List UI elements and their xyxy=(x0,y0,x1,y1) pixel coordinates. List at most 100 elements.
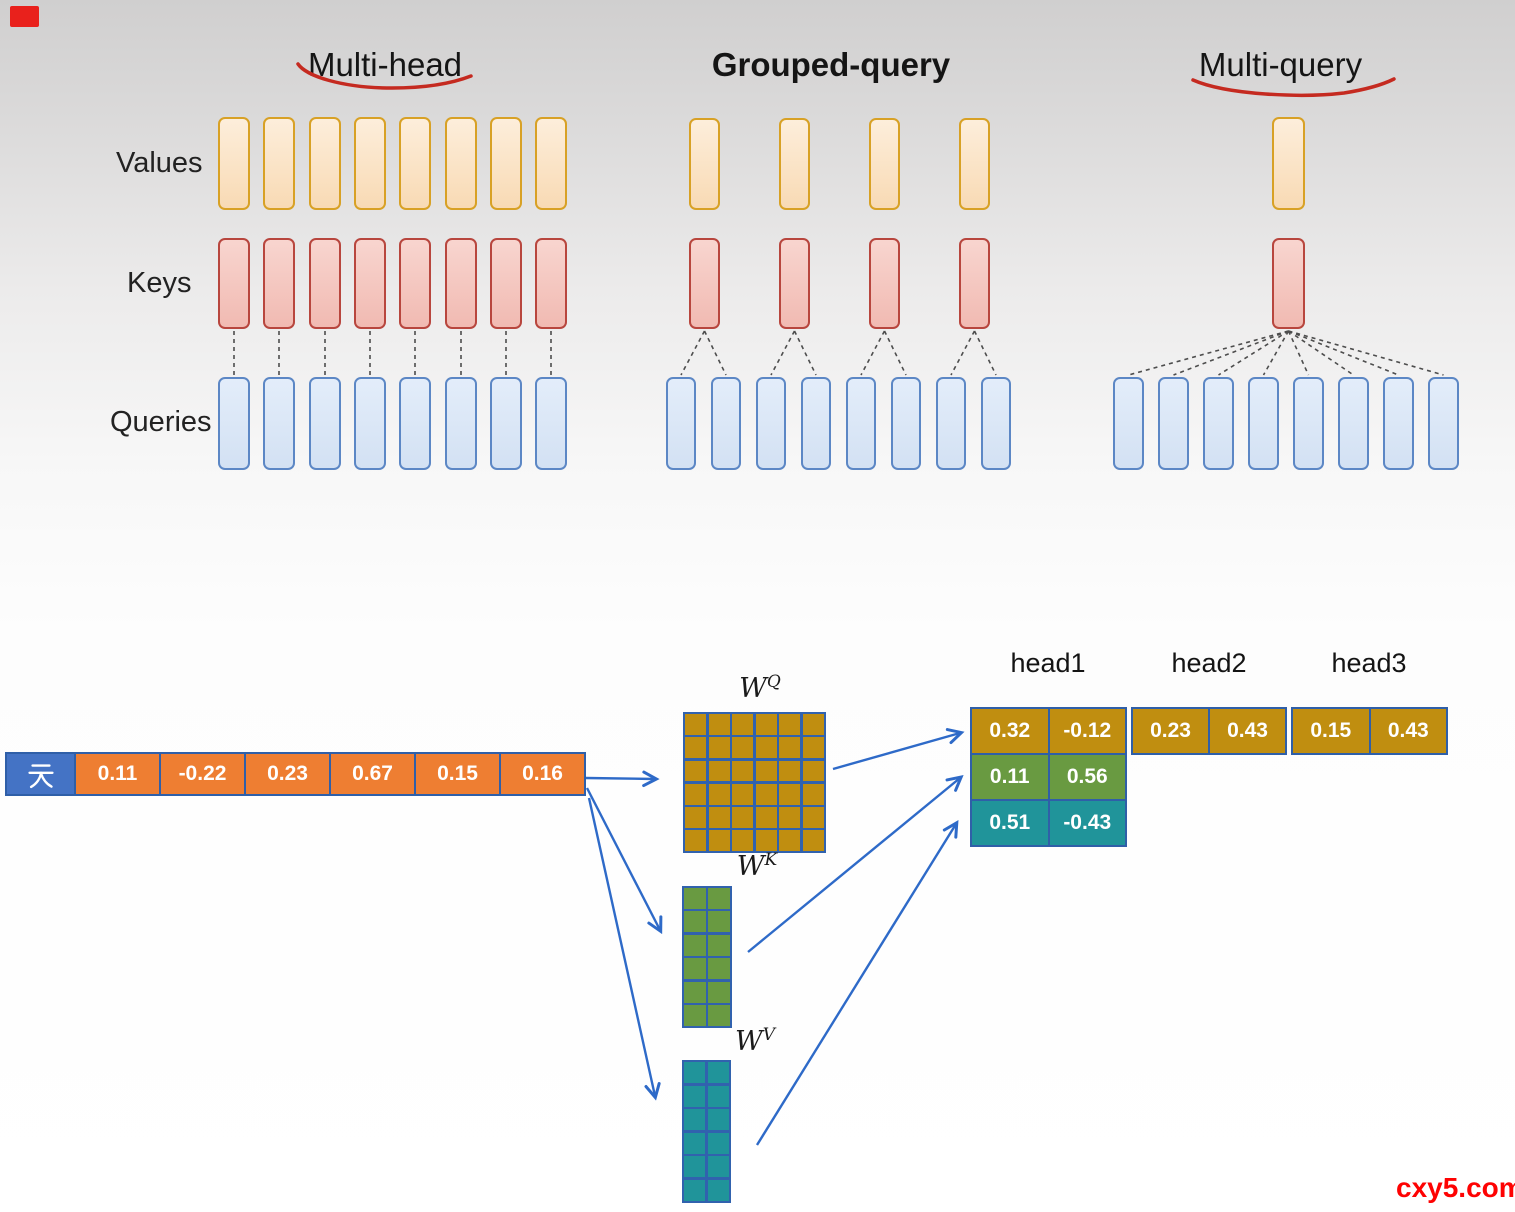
row-label-values: Values xyxy=(116,147,203,179)
matrix-cell xyxy=(802,783,824,805)
query-vector xyxy=(1338,377,1369,470)
matrix-cell xyxy=(684,1085,706,1107)
query-vector xyxy=(1383,377,1414,470)
matrix-cell xyxy=(708,958,730,980)
embedding-value-cell: 0.11 xyxy=(76,754,159,794)
head-value-cell: 0.51 xyxy=(972,801,1048,845)
matrix-cell xyxy=(802,737,824,758)
head-value-cell: 0.11 xyxy=(972,755,1048,799)
matrix-cell xyxy=(779,760,801,782)
matrix-label-wq: WQ xyxy=(739,672,781,704)
embedding-value-cell: 0.67 xyxy=(331,754,414,794)
value-vector xyxy=(1272,117,1305,210)
matrix-cell xyxy=(684,1132,706,1154)
matrix-cell xyxy=(685,783,707,805)
matrix-cell xyxy=(684,888,706,909)
matrix-cell xyxy=(684,1156,706,1178)
query-vector xyxy=(1293,377,1324,470)
key-vector xyxy=(779,238,810,329)
matrix-cell xyxy=(779,714,801,735)
query-vector xyxy=(981,377,1011,470)
matrix-label-wk: WK xyxy=(736,850,778,882)
query-vector xyxy=(801,377,831,470)
value-vector xyxy=(959,118,990,210)
key-query-connector xyxy=(703,330,727,376)
query-vector xyxy=(445,377,477,470)
head-value-cell: -0.43 xyxy=(1049,801,1125,845)
matrix-cell xyxy=(755,783,777,805)
key-vector xyxy=(263,238,295,329)
head-row: 0.23 0.43 xyxy=(1133,709,1285,753)
key-query-connector xyxy=(680,330,706,376)
matrix-cell xyxy=(755,760,777,782)
query-vector xyxy=(218,377,250,470)
head-value-cell: 0.56 xyxy=(1049,755,1125,799)
matrix-cell xyxy=(684,934,706,956)
key-query-connector xyxy=(793,330,817,376)
query-vector xyxy=(535,377,567,470)
query-vector xyxy=(936,377,966,470)
matrix-wk xyxy=(682,886,732,1028)
row-label-keys: Keys xyxy=(127,267,192,299)
matrix-cell xyxy=(708,807,730,828)
query-vector xyxy=(490,377,522,470)
key-query-connector xyxy=(1128,330,1289,376)
flow-arrow xyxy=(585,778,655,779)
head-value-cell: 0.32 xyxy=(972,709,1048,753)
matrix-cell xyxy=(684,911,706,933)
matrix-cell xyxy=(707,1132,729,1154)
matrix-cell xyxy=(684,958,706,980)
matrix-cell xyxy=(708,830,730,851)
query-vector xyxy=(399,377,431,470)
matrix-cell xyxy=(684,1109,706,1131)
embedding-value-cell: 0.15 xyxy=(416,754,499,794)
matrix-cell xyxy=(684,1179,706,1201)
matrix-cell xyxy=(684,1062,706,1084)
matrix-cell xyxy=(707,1156,729,1178)
query-vector xyxy=(1158,377,1189,470)
matrix-label-wv: WV xyxy=(734,1025,776,1057)
matrix-cell xyxy=(732,714,754,735)
key-query-connector xyxy=(883,330,907,376)
embedding-row: 天 0.11-0.220.230.670.150.16 xyxy=(5,752,586,796)
matrix-cell xyxy=(802,760,824,782)
matrix-cell xyxy=(779,830,801,851)
matrix-cell xyxy=(708,911,730,933)
matrix-cell xyxy=(685,737,707,758)
value-vector xyxy=(263,117,295,210)
head-row: 0.32 -0.12 xyxy=(972,709,1125,753)
embedding-value-cell: -0.22 xyxy=(161,754,244,794)
matrix-cell xyxy=(779,807,801,828)
matrix-cell xyxy=(802,714,824,735)
matrix-cell xyxy=(684,1005,706,1026)
value-vector xyxy=(689,118,720,210)
head2-label: head2 xyxy=(1171,648,1247,678)
query-vector xyxy=(1248,377,1279,470)
panel-title-grouped-query: Grouped-query xyxy=(711,46,951,83)
matrix-cell xyxy=(707,1109,729,1131)
key-query-connector xyxy=(973,330,997,376)
matrix-cell xyxy=(732,807,754,828)
matrix-cell xyxy=(732,737,754,758)
key-vector xyxy=(959,238,990,329)
head-table-3: 0.15 0.43 xyxy=(1291,707,1448,755)
red-marker xyxy=(10,6,39,27)
matrix-cell xyxy=(732,830,754,851)
matrix-cell xyxy=(685,807,707,828)
head-table-1: 0.32 -0.12 0.11 0.56 0.51 -0.43 xyxy=(970,707,1127,847)
key-vector xyxy=(689,238,720,329)
query-vector xyxy=(756,377,786,470)
head-value-cell: 0.15 xyxy=(1293,709,1369,753)
matrix-cell xyxy=(708,737,730,758)
value-vector xyxy=(399,117,431,210)
key-vector xyxy=(399,238,431,329)
matrix-cell xyxy=(708,714,730,735)
head-value-cell: 0.43 xyxy=(1210,709,1285,753)
query-vector xyxy=(1203,377,1234,470)
embedding-value-cell: 0.16 xyxy=(501,754,584,794)
matrix-cell xyxy=(708,783,730,805)
matrix-cell xyxy=(684,981,706,1003)
key-vector xyxy=(869,238,900,329)
matrix-wq xyxy=(683,712,826,853)
